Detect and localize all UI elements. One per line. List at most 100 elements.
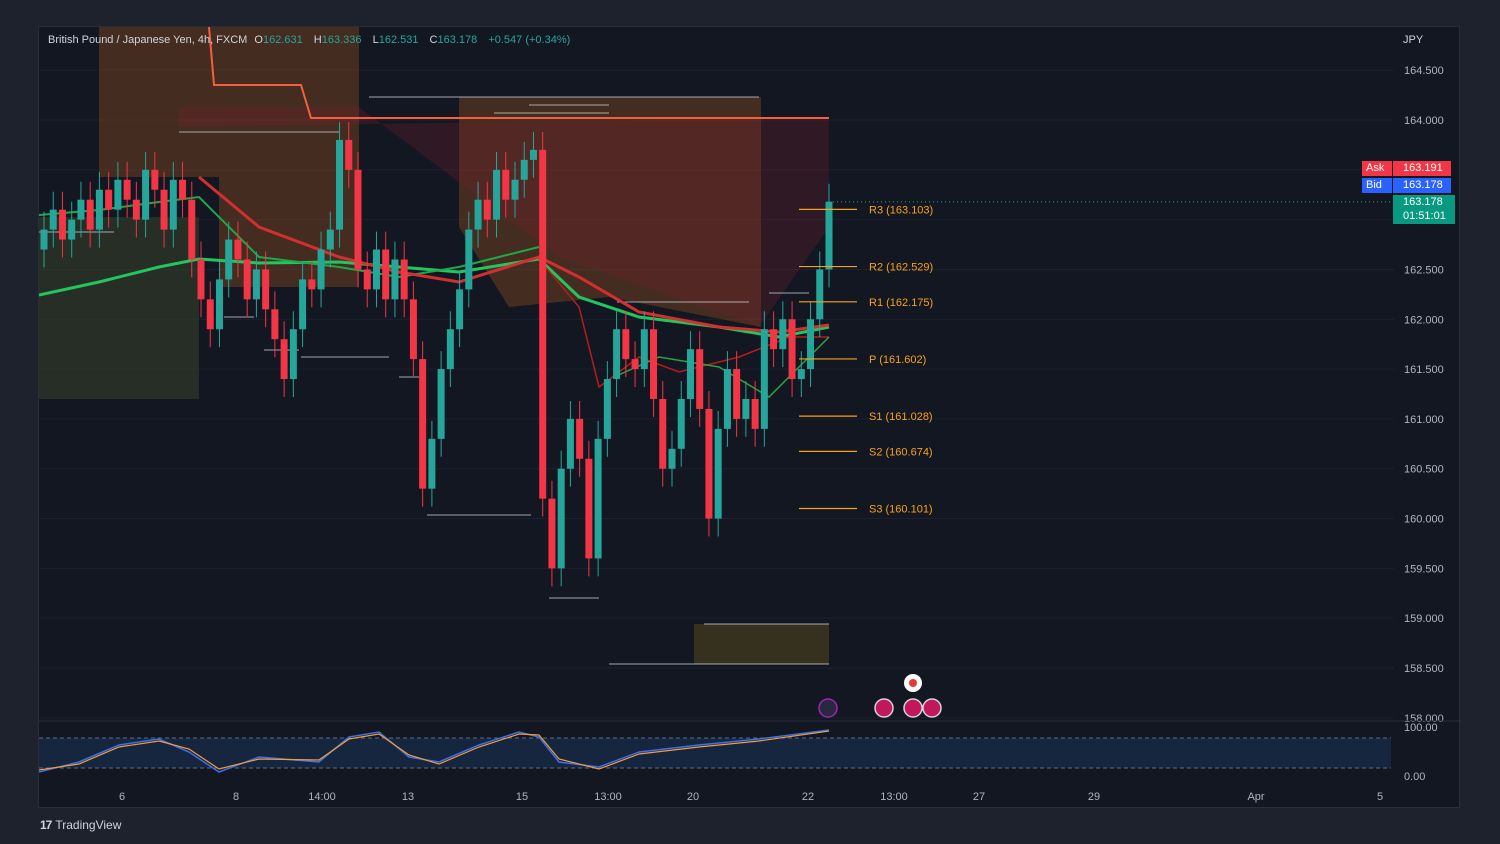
red-band-fill bbox=[179, 107, 829, 327]
candle bbox=[456, 289, 464, 330]
candle bbox=[437, 369, 445, 439]
candle bbox=[483, 199, 491, 220]
candle bbox=[243, 259, 251, 300]
time-axis-tick-label: 27 bbox=[973, 791, 985, 803]
candle bbox=[299, 279, 307, 330]
candle bbox=[114, 179, 122, 210]
oscillator-line-orange bbox=[39, 730, 830, 771]
event-marker-dot bbox=[909, 679, 917, 687]
candle bbox=[816, 269, 824, 320]
candle bbox=[446, 329, 454, 370]
uk-flag-event-icon bbox=[922, 698, 942, 718]
candle bbox=[197, 259, 205, 300]
candle bbox=[751, 398, 759, 429]
oscillator-tick-label: 100.00 bbox=[1404, 722, 1438, 734]
candle bbox=[825, 201, 833, 270]
high-label: H bbox=[313, 34, 322, 46]
candle bbox=[733, 369, 741, 419]
low-label: L bbox=[372, 34, 379, 46]
high-value: 163.336 bbox=[321, 34, 362, 46]
candle bbox=[603, 379, 611, 439]
symbol-legend: British Pound / Japanese Yen, 4h, FXCM O… bbox=[48, 34, 574, 46]
candle bbox=[511, 179, 519, 200]
ask-label: Ask bbox=[1362, 161, 1392, 176]
candle bbox=[529, 149, 537, 160]
candle bbox=[705, 408, 713, 519]
time-axis-tick-label: 13:00 bbox=[880, 791, 908, 803]
ma-red bbox=[198, 175, 830, 334]
bid-price: 163.178 bbox=[1393, 178, 1451, 193]
candle bbox=[557, 468, 565, 569]
price-axis-tick-label: 164.500 bbox=[1404, 65, 1444, 77]
candle bbox=[68, 219, 76, 240]
candle bbox=[382, 249, 390, 300]
candle bbox=[262, 269, 270, 310]
symbol-title[interactable]: British Pound / Japanese Yen, 4h, FXCM bbox=[48, 34, 248, 46]
brand-name: TradingView bbox=[55, 818, 122, 832]
time-axis-tick-label: 6 bbox=[119, 791, 125, 803]
candle bbox=[779, 319, 787, 350]
candle bbox=[686, 349, 694, 399]
candle bbox=[576, 418, 584, 459]
bullish-zone-fill bbox=[39, 217, 199, 399]
candle bbox=[252, 269, 260, 300]
price-axis-tick-label: 158.500 bbox=[1404, 663, 1444, 675]
candle bbox=[86, 199, 94, 230]
candle bbox=[105, 189, 113, 210]
candle bbox=[650, 329, 658, 399]
bearish-zone-fill bbox=[99, 27, 359, 287]
demand-zone-fill bbox=[694, 624, 829, 664]
candle bbox=[723, 369, 731, 429]
footer-brand[interactable]: 17 TradingView bbox=[40, 818, 121, 832]
open-label: O bbox=[254, 34, 263, 46]
price-axis-tick-label: 161.000 bbox=[1404, 414, 1444, 426]
candle bbox=[151, 169, 159, 190]
change-value: +0.547 (+0.34%) bbox=[488, 34, 571, 46]
close-value: 163.178 bbox=[437, 34, 478, 46]
candle bbox=[308, 279, 316, 290]
last-price: 163.178 bbox=[1393, 195, 1455, 209]
candle bbox=[742, 398, 750, 419]
candle bbox=[271, 309, 279, 340]
candle bbox=[345, 139, 353, 170]
candle bbox=[502, 169, 510, 200]
candle bbox=[585, 458, 593, 559]
candle bbox=[354, 169, 362, 270]
bid-label: Bid bbox=[1362, 178, 1392, 193]
candle bbox=[58, 209, 66, 240]
pivot-label: S1 (161.028) bbox=[869, 411, 933, 423]
chart-canvas[interactable]: 164.500164.000163.500163.000162.500162.0… bbox=[39, 27, 1461, 809]
candle bbox=[188, 199, 196, 260]
time-axis-tick-label: 14:00 bbox=[308, 791, 336, 803]
candle bbox=[49, 209, 57, 230]
chart-pane[interactable]: 164.500164.000163.500163.000162.500162.0… bbox=[38, 26, 1461, 809]
price-axis-tick-label: 159.000 bbox=[1404, 613, 1444, 625]
candle bbox=[474, 199, 482, 230]
time-axis-tick-label: 13 bbox=[402, 791, 414, 803]
candle bbox=[95, 189, 103, 230]
candle bbox=[123, 179, 131, 200]
lightning-event-icon bbox=[818, 698, 838, 718]
candle bbox=[548, 498, 556, 569]
candle bbox=[326, 229, 334, 250]
candle bbox=[622, 329, 630, 360]
pivot-label: S2 (160.674) bbox=[869, 446, 933, 458]
ma-green-fast bbox=[39, 195, 540, 279]
candle bbox=[631, 359, 639, 370]
candle bbox=[317, 249, 325, 290]
tradingview-logo-icon: 17 bbox=[40, 818, 52, 832]
candle bbox=[465, 229, 473, 290]
low-value: 162.531 bbox=[378, 34, 419, 46]
uk-flag-event-icon bbox=[874, 698, 894, 718]
candle bbox=[169, 179, 177, 230]
time-axis-tick-label: 13:00 bbox=[594, 791, 622, 803]
candle bbox=[40, 229, 48, 250]
oscillator-tick-label: 0.00 bbox=[1404, 771, 1425, 783]
candle bbox=[234, 239, 242, 260]
time-axis-tick-label: 15 bbox=[516, 791, 528, 803]
uk-flag-event-icon bbox=[903, 698, 923, 718]
time-axis-tick-label: 8 bbox=[233, 791, 239, 803]
pivot-label: P (161.602) bbox=[869, 354, 926, 366]
candle bbox=[659, 398, 667, 469]
time-axis-tick-label: 29 bbox=[1088, 791, 1100, 803]
